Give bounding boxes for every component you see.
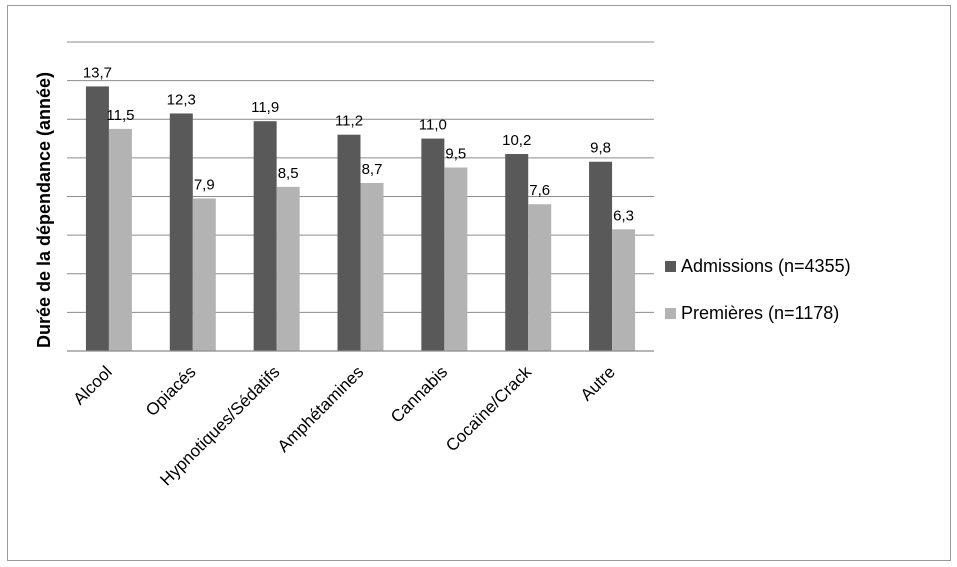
data-label: 8,7 xyxy=(362,161,383,178)
category-label: Cocaïne/Crack xyxy=(442,362,535,455)
bar-premieres xyxy=(276,186,300,351)
data-label: 9,8 xyxy=(590,140,611,157)
data-label: 6,3 xyxy=(613,207,634,224)
bar-admissions xyxy=(169,113,193,351)
data-label: 7,9 xyxy=(194,176,215,193)
legend-label: Premières (n=1178) xyxy=(681,303,839,323)
bar-premieres xyxy=(612,229,636,351)
category-label: Cannabis xyxy=(387,362,451,426)
legend-swatch xyxy=(665,308,676,319)
data-label: 13,7 xyxy=(83,64,112,81)
data-label: 11,0 xyxy=(419,117,447,134)
bar-admissions xyxy=(85,86,109,351)
bar-admissions xyxy=(421,138,445,351)
category-label: Opiacés xyxy=(142,362,200,420)
category-label: Alcool xyxy=(70,362,116,408)
bar-premieres xyxy=(360,182,384,351)
legend-label: Admissions (n=4355) xyxy=(681,256,851,276)
data-labels: 13,7 12,3 11,9 11,2 11,0 10,2 9,8 11,5 7,9 8,5 8,7… xyxy=(83,64,634,224)
data-label: 11,9 xyxy=(251,99,279,116)
legend-swatch xyxy=(665,261,676,272)
data-label: 11,5 xyxy=(106,107,134,124)
data-label: 7,6 xyxy=(529,182,550,199)
bar-premieres xyxy=(444,167,468,351)
data-label: 10,2 xyxy=(502,132,531,149)
bar-premieres xyxy=(108,128,132,351)
bar-premieres xyxy=(528,204,552,351)
data-label: 11,2 xyxy=(335,113,363,130)
data-label: 12,3 xyxy=(167,91,196,108)
category-labels: Alcool OpiacésHypnotiques/SédatifsAmphéta… xyxy=(70,362,619,489)
chart-frame xyxy=(7,5,951,561)
y-axis-title: Durée de la dépendance (année) xyxy=(34,72,54,348)
bar-premieres xyxy=(192,198,216,351)
bar-admissions xyxy=(337,134,361,351)
bar-admissions xyxy=(589,161,613,351)
legend: Admissions (n=4355) Premières (n=1178) xyxy=(665,256,851,323)
data-label: 9,5 xyxy=(445,146,466,163)
data-label: 8,5 xyxy=(278,165,299,182)
category-label: Amphétamines xyxy=(274,362,368,456)
bar-admissions xyxy=(505,154,529,351)
bar-admissions xyxy=(253,121,277,352)
category-label: Autre xyxy=(577,362,619,404)
bars xyxy=(85,86,636,352)
